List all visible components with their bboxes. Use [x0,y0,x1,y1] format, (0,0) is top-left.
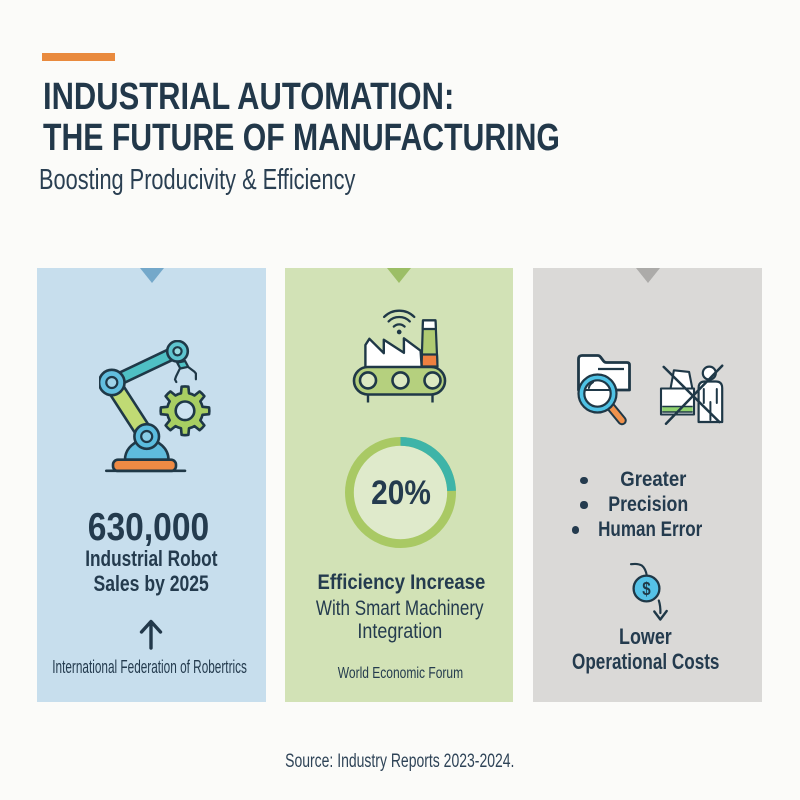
svg-text:$: $ [642,579,651,600]
